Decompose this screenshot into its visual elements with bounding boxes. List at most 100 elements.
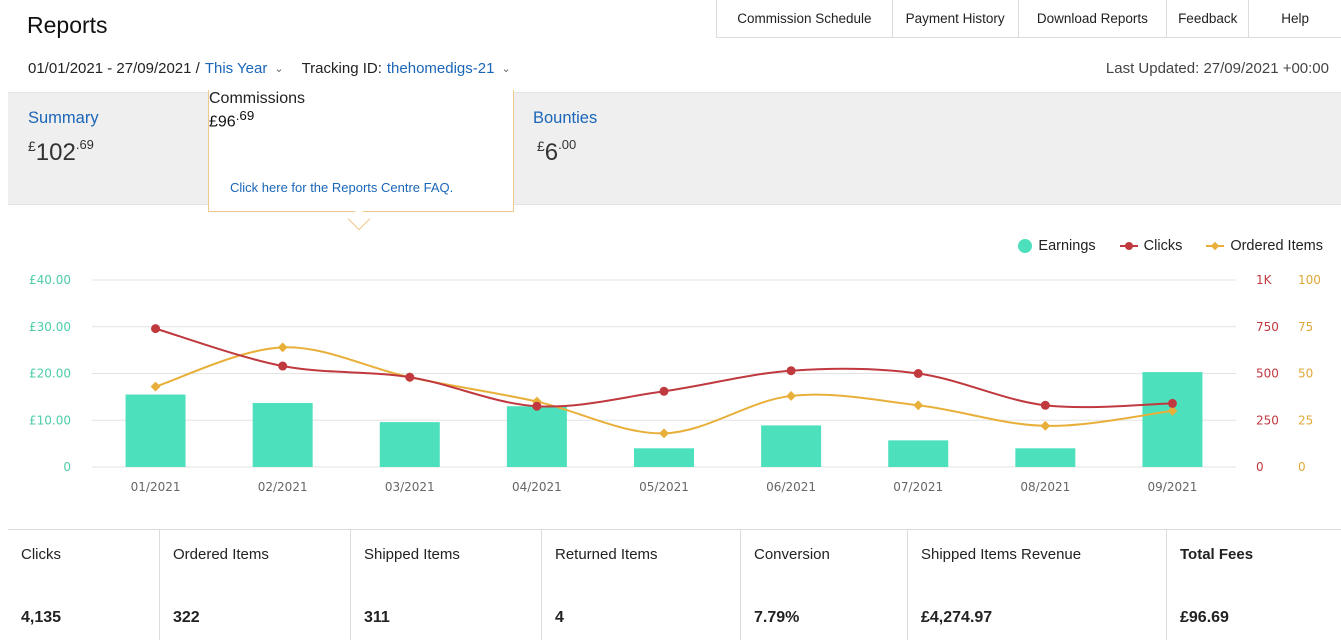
stat-label: Ordered Items: [173, 546, 269, 563]
last-updated: Last Updated: 27/09/2021 +00:00: [1105, 60, 1329, 77]
clicks-point: [278, 361, 288, 371]
left-axis-tick: £10.00: [29, 413, 71, 427]
ordered-axis-tick: 100: [1298, 273, 1321, 287]
ordered-items-point: [1167, 405, 1178, 416]
earnings-bar: [379, 422, 440, 467]
earnings-bar: [761, 425, 822, 467]
tracking-id-label: Tracking ID:: [301, 60, 382, 77]
legend-earnings[interactable]: Earnings: [1018, 238, 1096, 254]
legend-ordered-items[interactable]: Ordered Items: [1206, 238, 1323, 254]
earnings-chart: 0 £10.00 £20.00 £30.00 £40.00 0 250 500 750 1K 0 25…: [29, 273, 1321, 494]
stat-label: Conversion: [754, 546, 830, 563]
reports-faq-link[interactable]: Click here for the Reports Centre FAQ.: [230, 180, 454, 195]
tab-commissions-label: Commissions: [209, 90, 306, 107]
clicks-point: [786, 366, 796, 376]
stat-label: Shipped Items Revenue: [921, 546, 1082, 563]
x-axis-tick: 04/2021: [512, 480, 562, 494]
clicks-axis-tick: 500: [1256, 367, 1279, 381]
legend-clicks-label: Clicks: [1143, 238, 1183, 254]
chevron-down-icon[interactable]: ⌄: [501, 63, 511, 75]
stat-shipped-revenue: Shipped Items Revenue £4,274.97: [908, 530, 1167, 640]
stat-ordered-items: Ordered Items 322: [160, 530, 351, 640]
download-reports-link[interactable]: Download Reports: [1019, 0, 1168, 37]
x-axis-tick: 02/2021: [258, 480, 308, 494]
legend-earnings-label: Earnings: [1038, 238, 1096, 254]
ordered-items-point: [277, 342, 288, 353]
payment-history-link[interactable]: Payment History: [893, 0, 1019, 37]
stat-value: 4,135: [21, 609, 62, 626]
x-axis-tick: 09/2021: [1148, 480, 1198, 494]
earnings-bar: [634, 448, 694, 467]
clicks-point: [151, 324, 161, 334]
left-axis-tick: £30.00: [29, 320, 71, 334]
clicks-axis-tick: 0: [1256, 460, 1264, 474]
stat-label: Returned Items: [555, 546, 658, 563]
tab-commissions[interactable]: Commissions £96.69 Click here for the Re…: [208, 90, 514, 212]
help-link[interactable]: Help: [1281, 11, 1309, 26]
ordered-axis-tick: 25: [1298, 413, 1313, 427]
commissions-amount: £96.69: [209, 108, 255, 131]
page-title: Reports: [27, 12, 108, 38]
stat-shipped-items: Shipped Items 311: [351, 530, 542, 640]
earnings-bar: [1142, 372, 1203, 467]
legend-clicks[interactable]: Clicks: [1119, 238, 1183, 254]
period-dropdown[interactable]: This Year: [204, 60, 268, 77]
earnings-bar: [125, 394, 186, 467]
stat-conversion: Conversion 7.79%: [741, 530, 908, 640]
tab-summary[interactable]: Summary £102.69: [28, 93, 208, 206]
chart-legend: Earnings Clicks Ordered Items: [1018, 238, 1323, 254]
stat-value: 311: [364, 609, 390, 626]
summary-amount: £102.69: [28, 137, 94, 166]
stats-bar: Clicks 4,135 Ordered Items 322 Shipped I…: [8, 529, 1341, 640]
ordered-axis-tick: 50: [1298, 367, 1313, 381]
stat-value: 4: [555, 609, 564, 626]
legend-ordered-items-label: Ordered Items: [1230, 238, 1323, 254]
clicks-point: [1167, 398, 1177, 408]
left-axis-tick: £20.00: [29, 367, 71, 381]
stat-value: 322: [173, 609, 200, 626]
ordered-axis-tick: 0: [1298, 460, 1306, 474]
feedback-link[interactable]: Feedback: [1167, 0, 1250, 37]
x-axis-tick: 05/2021: [639, 480, 689, 494]
x-axis-tick: 08/2021: [1020, 480, 1070, 494]
commission-schedule-link[interactable]: Commission Schedule: [717, 0, 893, 37]
tab-bounties[interactable]: Bounties £6.00: [533, 93, 733, 206]
bounties-amount: £6.00: [537, 137, 577, 166]
clicks-axis-tick: 750: [1256, 320, 1279, 334]
stat-returned-items: Returned Items 4: [542, 530, 741, 640]
ordered-items-marker-icon: [1206, 241, 1225, 251]
earnings-dot-icon: [1018, 239, 1033, 253]
date-range: 01/01/2021 - 27/09/2021 /: [28, 60, 200, 77]
top-nav: Commission Schedule Payment History Down…: [716, 0, 1341, 38]
clicks-point: [659, 386, 669, 396]
ordered-items-point: [150, 381, 161, 392]
earnings-bar: [506, 406, 567, 467]
clicks-point: [405, 372, 415, 382]
stat-label: Clicks: [21, 546, 61, 563]
stat-value: 7.79%: [754, 609, 800, 626]
ordered-axis-tick: 75: [1298, 320, 1313, 334]
earnings-bar: [1015, 448, 1076, 467]
tab-bounties-label[interactable]: Bounties: [533, 109, 598, 127]
ordered-items-point: [1040, 420, 1051, 431]
clicks-axis-tick: 1K: [1256, 273, 1273, 287]
left-axis-tick: 0: [63, 460, 71, 474]
stat-total-fees: Total Fees £96.69: [1167, 530, 1341, 640]
left-axis-tick: £40.00: [29, 273, 71, 287]
earnings-bar: [888, 440, 949, 467]
tracking-id-dropdown[interactable]: thehomedigs-21: [386, 60, 495, 77]
ordered-items-point: [659, 428, 669, 439]
earnings-bar: [252, 402, 313, 467]
filter-bar: 01/01/2021 - 27/09/2021 / This Year ⌄ Tr…: [28, 60, 511, 77]
stat-clicks: Clicks 4,135: [8, 530, 160, 640]
x-axis-tick: 06/2021: [766, 480, 816, 494]
chevron-down-icon[interactable]: ⌄: [274, 63, 284, 75]
clicks-point: [913, 369, 923, 378]
stat-label: Shipped Items: [364, 546, 460, 563]
clicks-point: [532, 401, 542, 411]
clicks-marker-icon: [1119, 242, 1138, 250]
x-axis-tick: 03/2021: [385, 480, 435, 494]
stat-value: £4,274.97: [921, 609, 993, 626]
tab-summary-label[interactable]: Summary: [28, 109, 99, 127]
stat-label: Total Fees: [1180, 546, 1254, 563]
